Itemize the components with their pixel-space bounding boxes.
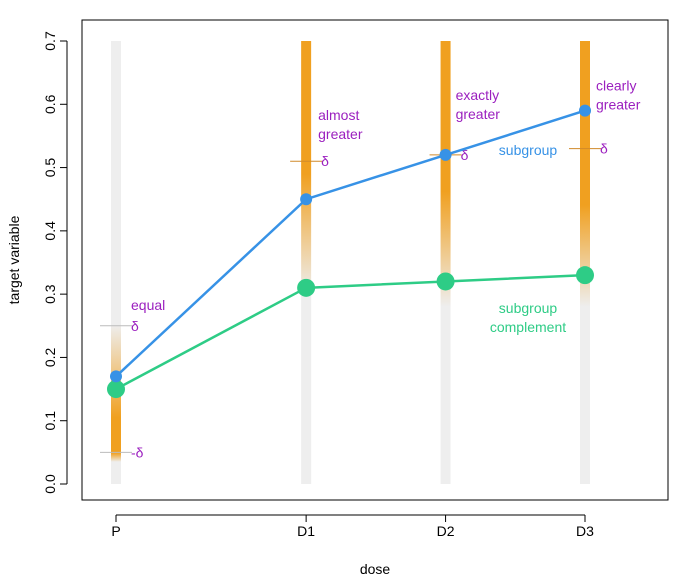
series-lines — [115, 109, 586, 391]
annotations: equal almost greater exactly greater clearly g… — [131, 77, 641, 335]
series-line-2 — [115, 273, 586, 391]
delta-label: δ — [461, 147, 469, 163]
y-tick-label: 0.3 — [42, 284, 58, 304]
x-tick-label: D1 — [297, 523, 315, 539]
series-points — [107, 104, 594, 399]
annotation-d3: greater — [596, 96, 641, 112]
data-point-complement — [576, 266, 594, 285]
y-tick-label: 0.0 — [42, 474, 58, 494]
data-point-complement — [436, 272, 455, 291]
x-axis-label: dose — [360, 561, 391, 577]
dose-band-d1 — [301, 41, 312, 484]
annotation-p: equal — [131, 297, 165, 313]
x-axis: P D1 D2 D3 — [111, 514, 594, 539]
data-point-complement — [297, 278, 316, 297]
y-tick-label: 0.5 — [42, 158, 58, 178]
data-point-subgroup — [110, 370, 122, 383]
y-tick-label: 0.2 — [42, 347, 58, 367]
series-label-subgroup: subgroup — [499, 142, 558, 158]
data-point-complement — [107, 380, 125, 399]
annotation-d1: greater — [318, 126, 363, 142]
plot-frame — [81, 19, 669, 501]
delta-label: -δ — [131, 444, 144, 460]
annotation-d3: clearly — [596, 77, 636, 93]
series-line-1 — [115, 109, 586, 378]
delta-label: δ — [131, 318, 139, 334]
series-label-complement: subgroup — [499, 300, 558, 316]
y-tick-label: 0.7 — [42, 31, 58, 51]
y-tick-label: 0.6 — [42, 94, 58, 114]
x-tick-label: D3 — [576, 523, 594, 539]
delta-label: δ — [321, 153, 329, 169]
annotation-d2: exactly — [456, 87, 500, 103]
y-tick-label: 0.4 — [42, 221, 58, 241]
y-axis: 0.0 0.1 0.2 0.3 0.4 0.5 0.6 0.7 — [42, 31, 68, 494]
x-tick-label: P — [111, 523, 120, 539]
dose-bands — [111, 41, 590, 484]
dose-band-d2 — [440, 41, 451, 484]
y-axis-label: target variable — [6, 215, 22, 304]
plot-border — [81, 19, 669, 501]
x-tick-label: D2 — [437, 523, 455, 539]
delta-marks: δ -δ δ δ δ — [100, 141, 608, 460]
data-point-subgroup — [300, 193, 313, 206]
data-point-subgroup — [579, 104, 591, 117]
dose-band-p — [111, 41, 121, 484]
delta-label: δ — [600, 141, 608, 157]
annotation-d2: greater — [456, 106, 501, 122]
data-point-subgroup — [439, 148, 452, 161]
y-tick-label: 0.1 — [42, 411, 58, 431]
annotation-d1: almost — [318, 107, 359, 123]
dose-band-d3 — [580, 41, 590, 484]
series-label-complement: complement — [490, 319, 566, 335]
